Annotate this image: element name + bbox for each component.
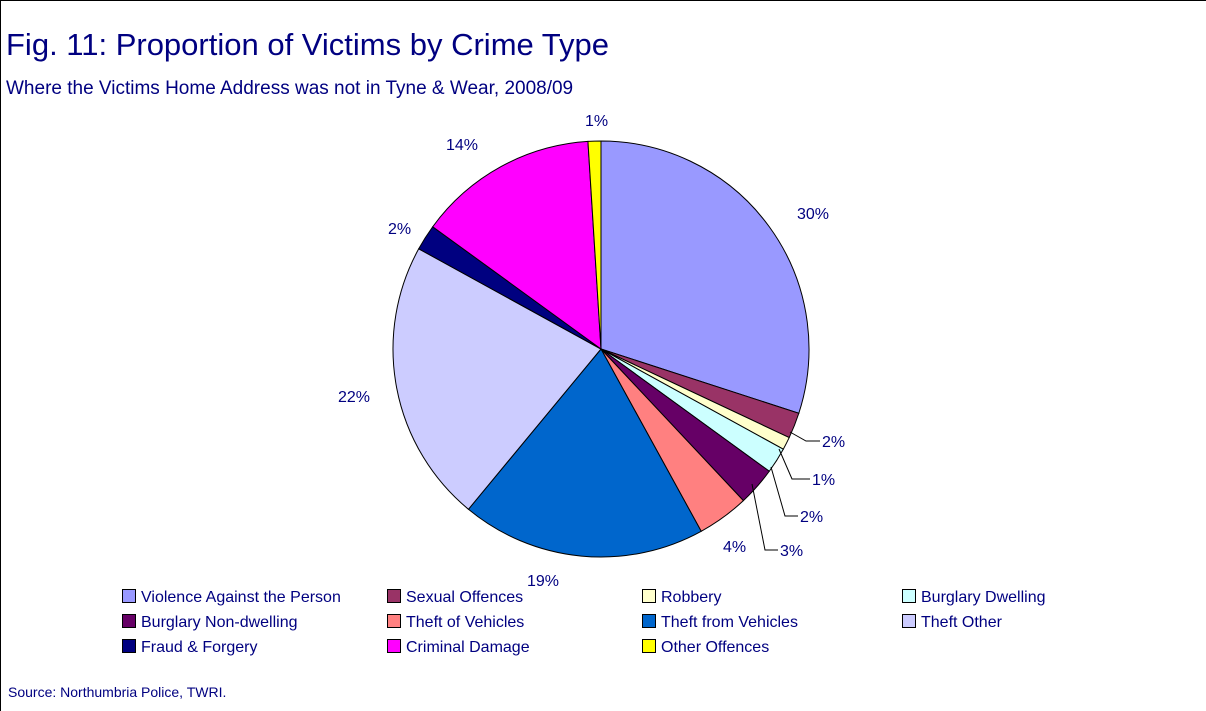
legend-swatch bbox=[387, 639, 401, 653]
source-note: Source: Northumbria Police, TWRI. bbox=[8, 684, 227, 700]
legend-label: Theft Other bbox=[921, 614, 1002, 631]
legend-label: Theft from Vehicles bbox=[661, 614, 798, 631]
legend-swatch bbox=[902, 589, 916, 603]
legend-item-fraud-and-forgery: Fraud & Forgery bbox=[122, 637, 257, 659]
data-label-robbery: 1% bbox=[812, 472, 835, 489]
legend-label: Burglary Dwelling bbox=[921, 589, 1046, 606]
legend-swatch bbox=[122, 639, 136, 653]
data-label-burglary-non-dwelling: 3% bbox=[780, 543, 803, 560]
data-label-burglary-dwelling: 2% bbox=[800, 509, 823, 526]
legend-item-violence-against-the-person: Violence Against the Person bbox=[122, 587, 341, 609]
data-label-sexual-offences: 2% bbox=[822, 434, 845, 451]
legend-item-theft-of-vehicles: Theft of Vehicles bbox=[387, 612, 524, 634]
leader-line-burglary-non-dwelling bbox=[751, 483, 778, 551]
data-label-theft-of-vehicles: 4% bbox=[723, 539, 746, 556]
legend-swatch bbox=[902, 614, 916, 628]
legend-label: Violence Against the Person bbox=[141, 589, 341, 606]
legend-item-burglary-dwelling: Burglary Dwelling bbox=[902, 587, 1046, 609]
legend-item-other-offences: Other Offences bbox=[642, 637, 769, 659]
data-label-theft-other: 22% bbox=[338, 389, 370, 406]
legend-item-robbery: Robbery bbox=[642, 587, 721, 609]
leader-line-robbery bbox=[778, 448, 810, 480]
pie-slice-violence-against-the-person bbox=[600, 140, 810, 414]
data-label-other-offences: 1% bbox=[585, 113, 608, 130]
pie-slice-theft-other bbox=[392, 248, 602, 510]
legend-swatch bbox=[387, 589, 401, 603]
chart-legend: Violence Against the Person Sexual Offenc… bbox=[122, 587, 1122, 663]
legend-label: Theft of Vehicles bbox=[406, 614, 525, 631]
data-label-violence-against-the-person: 30% bbox=[797, 206, 829, 223]
leader-line-sexual-offences bbox=[789, 431, 820, 442]
legend-swatch bbox=[122, 589, 136, 603]
legend-item-burglary-non-dwelling: Burglary Non-dwelling bbox=[122, 612, 298, 634]
legend-swatch bbox=[122, 614, 136, 628]
legend-label: Fraud & Forgery bbox=[141, 639, 258, 656]
legend-label: Criminal Damage bbox=[406, 639, 530, 656]
legend-item-theft-from-vehicles: Theft from Vehicles bbox=[642, 612, 798, 634]
pie-slice-theft-from-vehicles bbox=[467, 348, 702, 558]
legend-label: Other Offences bbox=[661, 639, 770, 656]
legend-swatch bbox=[642, 639, 656, 653]
legend-label: Robbery bbox=[661, 589, 722, 606]
data-label-criminal-damage: 14% bbox=[446, 137, 478, 154]
pie-slice-criminal-damage bbox=[432, 140, 602, 351]
legend-item-criminal-damage: Criminal Damage bbox=[387, 637, 530, 659]
legend-label: Burglary Non-dwelling bbox=[141, 614, 298, 631]
legend-item-theft-other: Theft Other bbox=[902, 612, 1002, 634]
pie-slice-other-offences bbox=[587, 140, 602, 350]
legend-item-sexual-offences: Sexual Offences bbox=[387, 587, 523, 609]
data-label-theft-from-vehicles: 19% bbox=[527, 573, 559, 590]
legend-label: Sexual Offences bbox=[406, 589, 524, 606]
leader-line-burglary-dwelling bbox=[770, 466, 798, 517]
legend-swatch bbox=[642, 589, 656, 603]
data-label-fraud-and-forgery: 2% bbox=[388, 221, 411, 238]
chart-subtitle: Where the Victims Home Address was not i… bbox=[6, 78, 574, 99]
chart-title: Fig. 11: Proportion of Victims by Crime … bbox=[6, 27, 610, 62]
legend-swatch bbox=[642, 614, 656, 628]
legend-swatch bbox=[387, 614, 401, 628]
